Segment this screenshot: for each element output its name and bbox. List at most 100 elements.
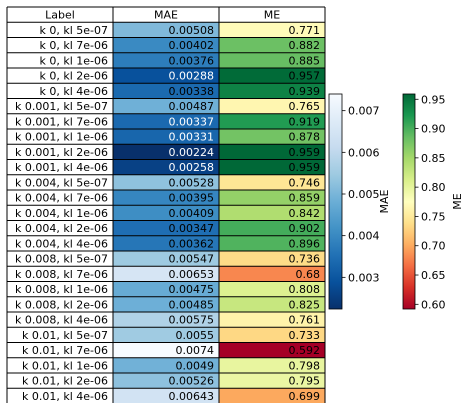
table-row: k 0.004, kl 7e-06 0.00395 0.859 bbox=[15, 190, 325, 206]
me-cell bbox=[219, 190, 325, 206]
table-row: k 0.01, kl 4e-06 0.00643 0.699 bbox=[22, 388, 325, 403]
row-label: k 0.008, kl 5e-07 bbox=[15, 253, 108, 266]
table-row: k 0, kl 2e-06 0.00288 0.957 bbox=[39, 68, 325, 84]
mae-cell bbox=[113, 373, 219, 389]
mae-value: 0.00376 bbox=[169, 54, 215, 67]
me-value: 0.733 bbox=[289, 329, 321, 342]
row-label: k 0.004, kl 1e-06 bbox=[15, 207, 108, 220]
table-row: k 0, kl 4e-06 0.00338 0.939 bbox=[39, 83, 325, 99]
row-label: k 0, kl 1e-06 bbox=[39, 54, 108, 67]
me-cell bbox=[219, 251, 325, 267]
colorbar-tick-label: 0.60 bbox=[421, 298, 446, 311]
mae-value: 0.00526 bbox=[169, 375, 215, 388]
table-row: k 0.004, kl 5e-07 0.00528 0.746 bbox=[15, 174, 325, 190]
colorbar-tick-label: 0.004 bbox=[348, 230, 380, 243]
row-label: k 0.004, kl 7e-06 bbox=[15, 192, 108, 205]
mae-cell bbox=[113, 174, 219, 190]
row-label: k 0.01, kl 4e-06 bbox=[22, 390, 108, 403]
mae-value: 0.00338 bbox=[169, 85, 215, 98]
me-colorbar: 0.60 0.65 0.70 0.75 0.80 0.85 0.90 0.95 ME bbox=[402, 93, 464, 311]
me-cell bbox=[219, 266, 325, 282]
colorbar-tick-label: 0.90 bbox=[421, 123, 446, 136]
row-label: k 0.01, kl 7e-06 bbox=[22, 344, 108, 357]
table-row: k 0.008, kl 5e-07 0.00547 0.736 bbox=[15, 251, 325, 267]
me-cell bbox=[219, 357, 325, 373]
table-row: k 0, kl 1e-06 0.00376 0.885 bbox=[39, 52, 325, 68]
me-cell bbox=[219, 144, 325, 160]
mae-value: 0.00475 bbox=[169, 283, 215, 296]
mae-value: 0.00485 bbox=[169, 298, 215, 311]
mae-cell bbox=[113, 83, 219, 99]
me-value: 0.808 bbox=[289, 283, 321, 296]
me-value: 0.736 bbox=[289, 253, 321, 266]
mae-cell bbox=[113, 159, 219, 175]
table-row: k 0.01, kl 1e-06 0.0049 0.798 bbox=[22, 357, 325, 373]
table-row: k 0.008, kl 4e-06 0.00575 0.761 bbox=[15, 312, 325, 328]
mae-value: 0.00508 bbox=[169, 24, 215, 37]
mae-value: 0.00487 bbox=[169, 100, 215, 113]
mae-cell bbox=[113, 144, 219, 160]
me-cell bbox=[219, 83, 325, 99]
header-row: Label MAE ME bbox=[45, 9, 280, 22]
row-label: k 0.001, kl 2e-06 bbox=[15, 146, 108, 159]
mae-value: 0.00288 bbox=[169, 70, 215, 83]
row-label: k 0.001, kl 5e-07 bbox=[15, 100, 108, 113]
me-value: 0.699 bbox=[289, 390, 321, 403]
mae-value: 0.00547 bbox=[169, 253, 215, 266]
mae-value: 0.00347 bbox=[169, 222, 215, 235]
colorbar-tick-label: 0.005 bbox=[348, 188, 380, 201]
mae-cell bbox=[113, 220, 219, 236]
table-row: k 0, kl 7e-06 0.00402 0.882 bbox=[39, 37, 325, 53]
mae-cell bbox=[113, 342, 219, 358]
table-row: k 0.004, kl 4e-06 0.00362 0.896 bbox=[15, 235, 325, 251]
table-row: k 0.008, kl 7e-06 0.00653 0.68 bbox=[15, 266, 325, 282]
colorbar-label: MAE bbox=[378, 189, 391, 213]
me-value: 0.842 bbox=[289, 207, 321, 220]
mae-value: 0.00224 bbox=[169, 146, 215, 159]
mae-value: 0.00258 bbox=[169, 161, 215, 174]
mae-value: 0.00362 bbox=[169, 237, 215, 250]
row-label: k 0.008, kl 1e-06 bbox=[15, 283, 108, 296]
me-cell bbox=[219, 327, 325, 343]
mae-cell bbox=[113, 251, 219, 267]
mae-cell bbox=[113, 68, 219, 84]
mae-value: 0.00409 bbox=[169, 207, 215, 220]
me-value: 0.957 bbox=[289, 70, 321, 83]
colorbar-tick-label: 0.003 bbox=[348, 271, 380, 284]
me-cell bbox=[219, 159, 325, 175]
mae-value: 0.00575 bbox=[169, 314, 215, 327]
colorbar-tick-label: 0.80 bbox=[421, 181, 446, 194]
me-cell bbox=[219, 205, 325, 221]
column-header: ME bbox=[264, 9, 280, 22]
mae-value: 0.00653 bbox=[169, 268, 215, 281]
mae-value: 0.00337 bbox=[169, 115, 215, 128]
mae-cell bbox=[113, 312, 219, 328]
me-value: 0.896 bbox=[289, 237, 321, 250]
mae-value: 0.00528 bbox=[169, 176, 215, 189]
colorbar-gradient bbox=[328, 93, 343, 310]
row-label: k 0.004, kl 4e-06 bbox=[15, 237, 108, 250]
mae-cell bbox=[113, 113, 219, 129]
me-cell bbox=[219, 174, 325, 190]
mae-cell bbox=[113, 266, 219, 282]
me-value: 0.882 bbox=[289, 39, 321, 52]
row-label: k 0.001, kl 4e-06 bbox=[15, 161, 108, 174]
mae-cell bbox=[113, 37, 219, 53]
colorbars: 0.003 0.004 0.005 0.006 0.007 MAE 0.60 0.65 0.70… bbox=[328, 93, 464, 311]
table-row: k 0.001, kl 2e-06 0.00224 0.959 bbox=[15, 144, 325, 160]
colorbar-gradient bbox=[402, 93, 416, 310]
row-label: k 0.004, kl 5e-07 bbox=[15, 176, 108, 189]
row-label: k 0.004, kl 2e-06 bbox=[15, 222, 108, 235]
colorbar-tick-label: 0.006 bbox=[348, 146, 380, 159]
me-value: 0.959 bbox=[289, 161, 321, 174]
row-label: k 0.008, kl 7e-06 bbox=[15, 268, 108, 281]
colorbar-tick-label: 0.75 bbox=[421, 210, 446, 223]
me-cell bbox=[219, 235, 325, 251]
row-label: k 0.01, kl 5e-07 bbox=[22, 329, 108, 342]
me-value: 0.885 bbox=[289, 54, 321, 67]
mae-cell bbox=[113, 52, 219, 68]
mae-cell bbox=[113, 190, 219, 206]
column-header: MAE bbox=[154, 9, 178, 22]
